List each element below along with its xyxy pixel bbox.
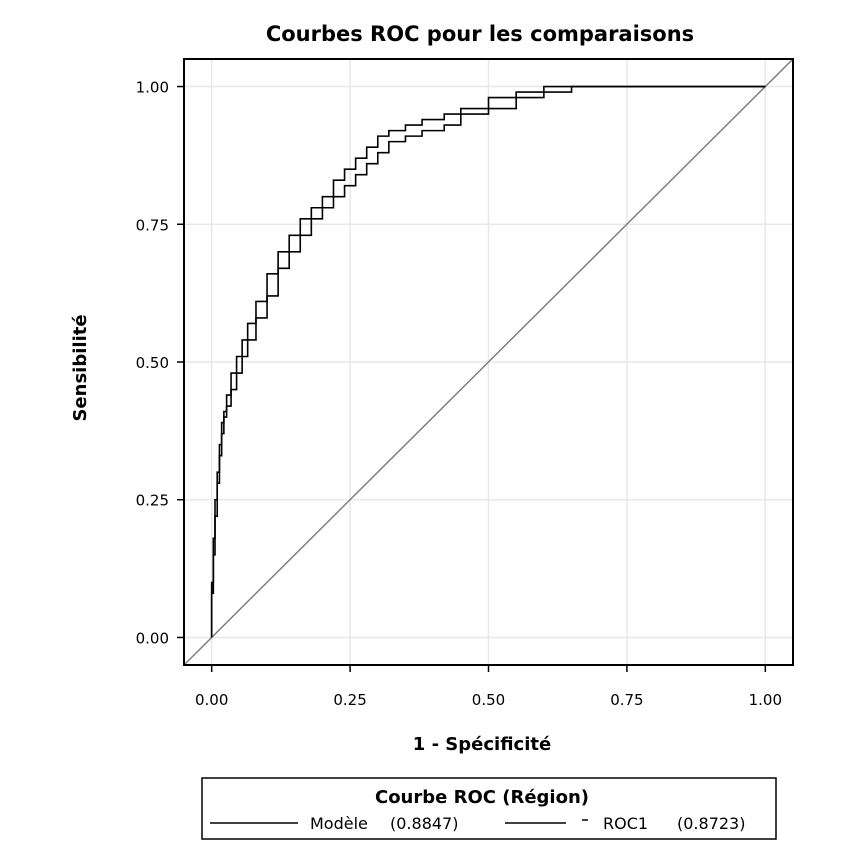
x-tick-label: 0.50	[472, 691, 505, 709]
legend: Courbe ROC (Région) Modèle (0.8847) ROC1…	[201, 777, 777, 840]
x-tick-label: 1.00	[749, 691, 782, 709]
x-axis-label: 1 - Spécificité	[413, 734, 551, 755]
x-tick-label: 0.25	[333, 691, 366, 709]
roc-curve-roc1	[210, 85, 766, 638]
legend-value-roc1: (0.8723)	[677, 814, 745, 833]
y-tick-label: 0.50	[136, 354, 169, 372]
roc-series	[210, 85, 766, 638]
reference-line-extension	[764, 58, 794, 88]
legend-value-modele: (0.8847)	[390, 814, 458, 833]
legend-box	[201, 777, 777, 840]
y-tick-label: 1.00	[136, 79, 169, 97]
x-tick-label: 0.75	[610, 691, 643, 709]
x-tick-label: 0.00	[195, 691, 228, 709]
y-tick-label: 0.25	[136, 492, 169, 510]
legend-title: Courbe ROC (Région)	[375, 787, 589, 808]
y-tick-label: 0.00	[136, 629, 169, 647]
legend-label-roc1: ROC1	[603, 814, 648, 833]
y-axis-label: Sensibilité	[70, 314, 91, 421]
reference-diagonal	[183, 58, 794, 666]
reference-line	[183, 86, 766, 666]
legend-label-modele: Modèle	[310, 814, 368, 833]
x-axis-ticks: 0.00 0.25 0.50 0.75 1.00	[195, 665, 782, 709]
chart-title: Courbes ROC pour les comparaisons	[266, 22, 694, 46]
y-tick-label: 0.75	[136, 216, 169, 234]
y-axis-ticks: 0.00 0.25 0.50 0.75 1.00	[136, 79, 184, 647]
